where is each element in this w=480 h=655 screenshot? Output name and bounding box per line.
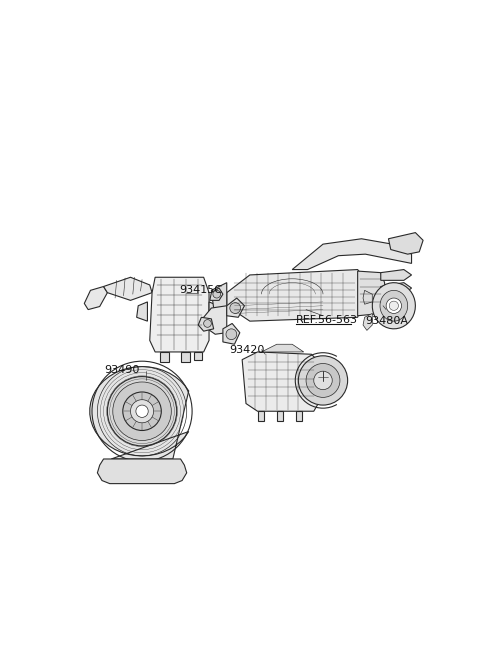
Circle shape	[230, 303, 240, 314]
Text: 93480A: 93480A	[365, 316, 408, 326]
Polygon shape	[242, 352, 319, 411]
Circle shape	[136, 405, 148, 417]
Polygon shape	[380, 290, 408, 321]
Text: REF.56-563: REF.56-563	[296, 314, 358, 325]
Text: 93420: 93420	[229, 345, 264, 354]
Polygon shape	[193, 352, 202, 360]
Polygon shape	[258, 411, 264, 421]
Circle shape	[389, 301, 398, 310]
Polygon shape	[388, 233, 423, 254]
Polygon shape	[204, 306, 227, 334]
Polygon shape	[363, 314, 372, 330]
Polygon shape	[372, 283, 415, 329]
Circle shape	[213, 290, 221, 298]
Polygon shape	[381, 296, 409, 307]
Polygon shape	[198, 317, 214, 331]
Polygon shape	[211, 283, 227, 314]
Circle shape	[113, 382, 171, 441]
Polygon shape	[150, 277, 209, 352]
Polygon shape	[227, 270, 368, 321]
Text: 93415C: 93415C	[179, 284, 222, 295]
Circle shape	[108, 377, 177, 446]
Polygon shape	[262, 345, 304, 352]
Text: 93490: 93490	[104, 365, 140, 375]
Polygon shape	[104, 277, 152, 301]
Polygon shape	[277, 411, 283, 421]
Polygon shape	[84, 286, 108, 310]
Polygon shape	[381, 283, 411, 294]
Polygon shape	[227, 298, 244, 317]
Polygon shape	[223, 324, 240, 345]
Polygon shape	[381, 270, 411, 280]
Circle shape	[131, 400, 154, 422]
Polygon shape	[209, 302, 220, 321]
Polygon shape	[97, 459, 187, 483]
Polygon shape	[292, 239, 411, 270]
Polygon shape	[210, 288, 223, 301]
Polygon shape	[358, 271, 384, 316]
Polygon shape	[137, 302, 147, 321]
Polygon shape	[296, 411, 302, 421]
Circle shape	[226, 329, 237, 340]
Circle shape	[123, 392, 161, 430]
Polygon shape	[90, 367, 189, 459]
Circle shape	[299, 356, 348, 405]
Polygon shape	[160, 352, 169, 362]
Polygon shape	[180, 352, 190, 362]
Circle shape	[314, 371, 332, 390]
Circle shape	[306, 364, 340, 398]
Circle shape	[386, 298, 402, 314]
Circle shape	[204, 320, 211, 328]
Polygon shape	[363, 290, 372, 304]
